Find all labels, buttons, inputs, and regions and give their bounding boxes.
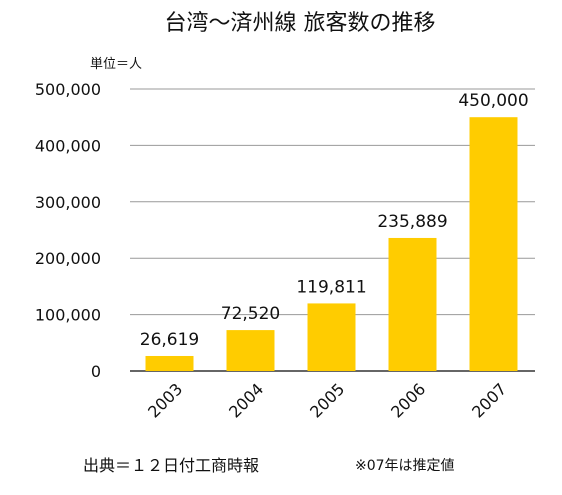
estimate-note: ※07年は推定値 (355, 458, 455, 474)
chart-title: 台湾〜済州線 旅客数の推移 (165, 11, 436, 36)
bars (145, 117, 518, 371)
y-tick-label: 300,000 (35, 193, 101, 212)
x-tick-label: 2006 (387, 379, 429, 421)
x-tick-label: 2005 (306, 379, 348, 421)
bar-value-label: 235,889 (377, 212, 447, 232)
unit-label: 単位＝人 (90, 56, 142, 72)
y-tick-label: 500,000 (35, 80, 101, 99)
value-labels: 26,619 72,520 119,811 235,889 450,000 (140, 91, 529, 350)
x-tick-label: 2004 (225, 379, 267, 421)
gridlines (130, 88, 535, 372)
bar-2007 (469, 117, 518, 371)
y-tick-label: 100,000 (35, 306, 101, 325)
y-tick-label: 400,000 (35, 136, 101, 155)
x-axis-ticks: 2003 2004 2005 2006 2007 (144, 379, 510, 421)
y-tick-label: 200,000 (35, 249, 101, 268)
y-axis-ticks: 0 100,000 200,000 300,000 400,000 500,000 (35, 80, 101, 381)
bar-value-label: 119,811 (296, 277, 366, 297)
x-tick-label: 2007 (468, 379, 510, 421)
bar-value-label: 72,520 (221, 304, 280, 324)
bar-2004 (226, 330, 275, 371)
bar-2005 (307, 303, 356, 371)
source-note: 出典＝１２日付工商時報 (83, 456, 259, 475)
bar-value-label: 26,619 (140, 330, 199, 350)
bar-2003 (145, 355, 194, 371)
bar-value-label: 450,000 (458, 91, 528, 111)
bar-2006 (388, 237, 437, 371)
y-tick-label: 0 (91, 362, 101, 381)
x-tick-label: 2003 (144, 379, 186, 421)
